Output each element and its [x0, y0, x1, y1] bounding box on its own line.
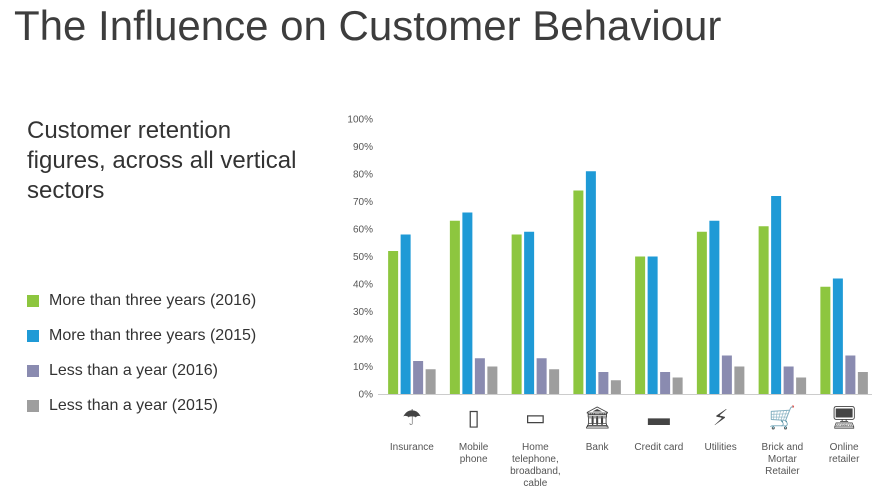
bar-4-8 [857, 372, 868, 394]
bar-3-8 [845, 355, 856, 394]
y-tick-label: 20% [353, 335, 373, 346]
category-label-line: phone [459, 454, 488, 465]
bar-2-5 [647, 256, 658, 394]
legend-item-4: Less than a year (2015) [27, 388, 256, 423]
legend-label-2: More than three years (2015) [49, 326, 257, 344]
legend: More than three years (2016) More than t… [27, 283, 256, 423]
category-label: Brick and Mortar Retailer [750, 442, 814, 478]
category-label-line: Credit card [634, 442, 684, 453]
bar-1-4 [573, 190, 584, 394]
category-label: Utilities [689, 442, 753, 454]
bar-2-7 [771, 196, 782, 394]
bar-3-6 [721, 355, 732, 394]
category-label-line: retailer [828, 454, 860, 465]
legend-swatch-2 [27, 329, 39, 342]
bar-1-8 [820, 286, 831, 394]
category-label-line: telephone, [512, 454, 559, 465]
laptop-icon: ▭ [524, 405, 546, 430]
insurance-icon: ☂ [402, 405, 422, 430]
legend-label-1: More than three years (2016) [49, 291, 257, 309]
bar-2-1 [400, 234, 411, 394]
monitor-icon: 🖥 [830, 405, 859, 430]
mobile-phone-icon: ▯ [467, 405, 480, 430]
category-label-line: cable [523, 478, 548, 489]
bar-2-3 [524, 231, 535, 394]
bar-3-1 [413, 361, 424, 394]
bar-2-4 [585, 171, 596, 394]
bar-1-1 [388, 251, 399, 394]
bar-4-1 [425, 369, 436, 394]
category-label-line: Mortar [767, 454, 797, 465]
y-tick-label: 50% [353, 252, 373, 263]
y-tick-label: 0% [359, 390, 374, 401]
y-tick-label: 10% [353, 362, 373, 373]
legend-item-3: Less than a year (2016) [27, 353, 256, 388]
bar-1-5 [635, 256, 646, 394]
bar-1-7 [758, 226, 769, 394]
category-label-line: Mobile [458, 442, 489, 453]
y-tick-label: 30% [353, 307, 373, 318]
bar-3-7 [783, 366, 794, 394]
category-label-line: Insurance [389, 442, 434, 453]
category-label: Insurance [380, 442, 444, 454]
y-tick-label: 90% [353, 142, 373, 153]
bar-3-5 [660, 372, 671, 394]
category-label-line: Utilities [704, 442, 737, 453]
category-label: Online retailer [812, 442, 876, 466]
credit-card-icon: ▬ [647, 405, 670, 430]
legend-item-2: More than three years (2015) [27, 318, 256, 353]
y-tick-label: 100% [347, 115, 373, 126]
bar-3-3 [536, 358, 547, 394]
category-label-line: Home [522, 442, 549, 453]
bar-1-3 [511, 234, 522, 394]
legend-label-4: Less than a year (2015) [49, 396, 218, 414]
legend-swatch-3 [27, 364, 39, 377]
category-label-line: broadband, [510, 466, 561, 477]
bar-4-2 [487, 366, 498, 394]
category-label: Mobile phone [442, 442, 506, 466]
y-tick-label: 70% [353, 197, 373, 208]
bar-3-4 [598, 372, 609, 394]
bar-4-3 [549, 369, 560, 394]
slide-title: The Influence on Customer Behaviour [14, 2, 722, 49]
bar-4-6 [734, 366, 745, 394]
chart-subtitle: Customer retention figures, across all v… [27, 117, 297, 204]
bank-icon: 🏛 [583, 405, 612, 430]
bar-4-5 [672, 377, 683, 394]
bar-2-2 [462, 212, 473, 394]
category-label-line: Bank [585, 442, 609, 453]
category-label: Bank [565, 442, 629, 454]
y-tick-label: 80% [353, 170, 373, 181]
bar-3-2 [474, 358, 485, 394]
legend-swatch-4 [27, 399, 39, 412]
bar-1-2 [449, 220, 460, 394]
category-label-line: Retailer [765, 466, 800, 477]
shopping-cart-icon: 🛒 [768, 405, 797, 430]
legend-label-3: Less than a year (2016) [49, 361, 218, 379]
bar-2-8 [832, 278, 843, 394]
y-tick-label: 40% [353, 280, 373, 291]
category-label: Home telephone, broadband, cable [503, 442, 567, 490]
bar-4-7 [796, 377, 807, 394]
utilities-icon: ⚡ [712, 405, 729, 430]
legend-item-1: More than three years (2016) [27, 283, 256, 318]
y-tick-label: 60% [353, 225, 373, 236]
bar-4-4 [610, 380, 621, 394]
legend-swatch-1 [27, 294, 39, 307]
bar-1-6 [696, 231, 707, 394]
category-label: Credit card [627, 442, 691, 454]
category-label-line: Brick and [761, 442, 804, 453]
bar-2-6 [709, 220, 720, 394]
category-label-line: Online [829, 442, 859, 453]
